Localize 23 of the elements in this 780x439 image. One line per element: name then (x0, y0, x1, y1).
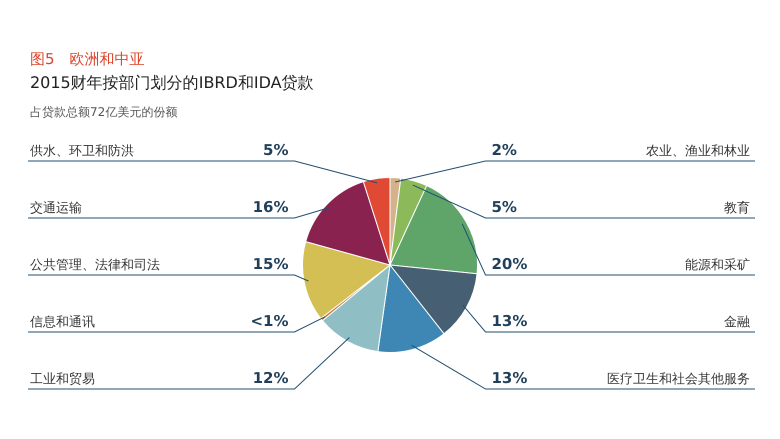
data-label: 13% (492, 312, 528, 330)
data-label: 13% (492, 369, 528, 387)
slice-label: 能源和采矿 (685, 258, 750, 273)
slice-label: 工业和贸易 (30, 372, 95, 387)
slice-label: 供水、环卫和防洪 (30, 144, 134, 159)
chart-subtitle: 2015财年按部门划分的IBRD和IDA贷款 (30, 73, 314, 94)
data-label: 5% (492, 198, 517, 216)
text: 占贷款总额72亿美元的份额 (30, 104, 178, 121)
data-label: 5% (263, 141, 288, 159)
data-label: 20% (492, 255, 528, 273)
slice-label: 信息和通讯 (30, 315, 95, 330)
slice-label: 农业、渔业和林业 (646, 144, 750, 159)
slice-label: 教育 (724, 200, 750, 216)
slice-label: 公共管理、法律和司法 (30, 258, 160, 273)
data-label: 15% (252, 255, 288, 273)
data-label: 12% (252, 369, 288, 387)
slice-label: 医疗卫生和社会其他服务 (607, 372, 750, 387)
chart-title: 图5 欧洲和中亚 (30, 50, 145, 69)
slice-label: 交通运输 (30, 200, 82, 216)
data-label: 2% (492, 141, 517, 159)
slice-label: 金融 (724, 315, 750, 330)
data-label: <1% (250, 312, 288, 330)
data-label: 16% (252, 198, 288, 216)
